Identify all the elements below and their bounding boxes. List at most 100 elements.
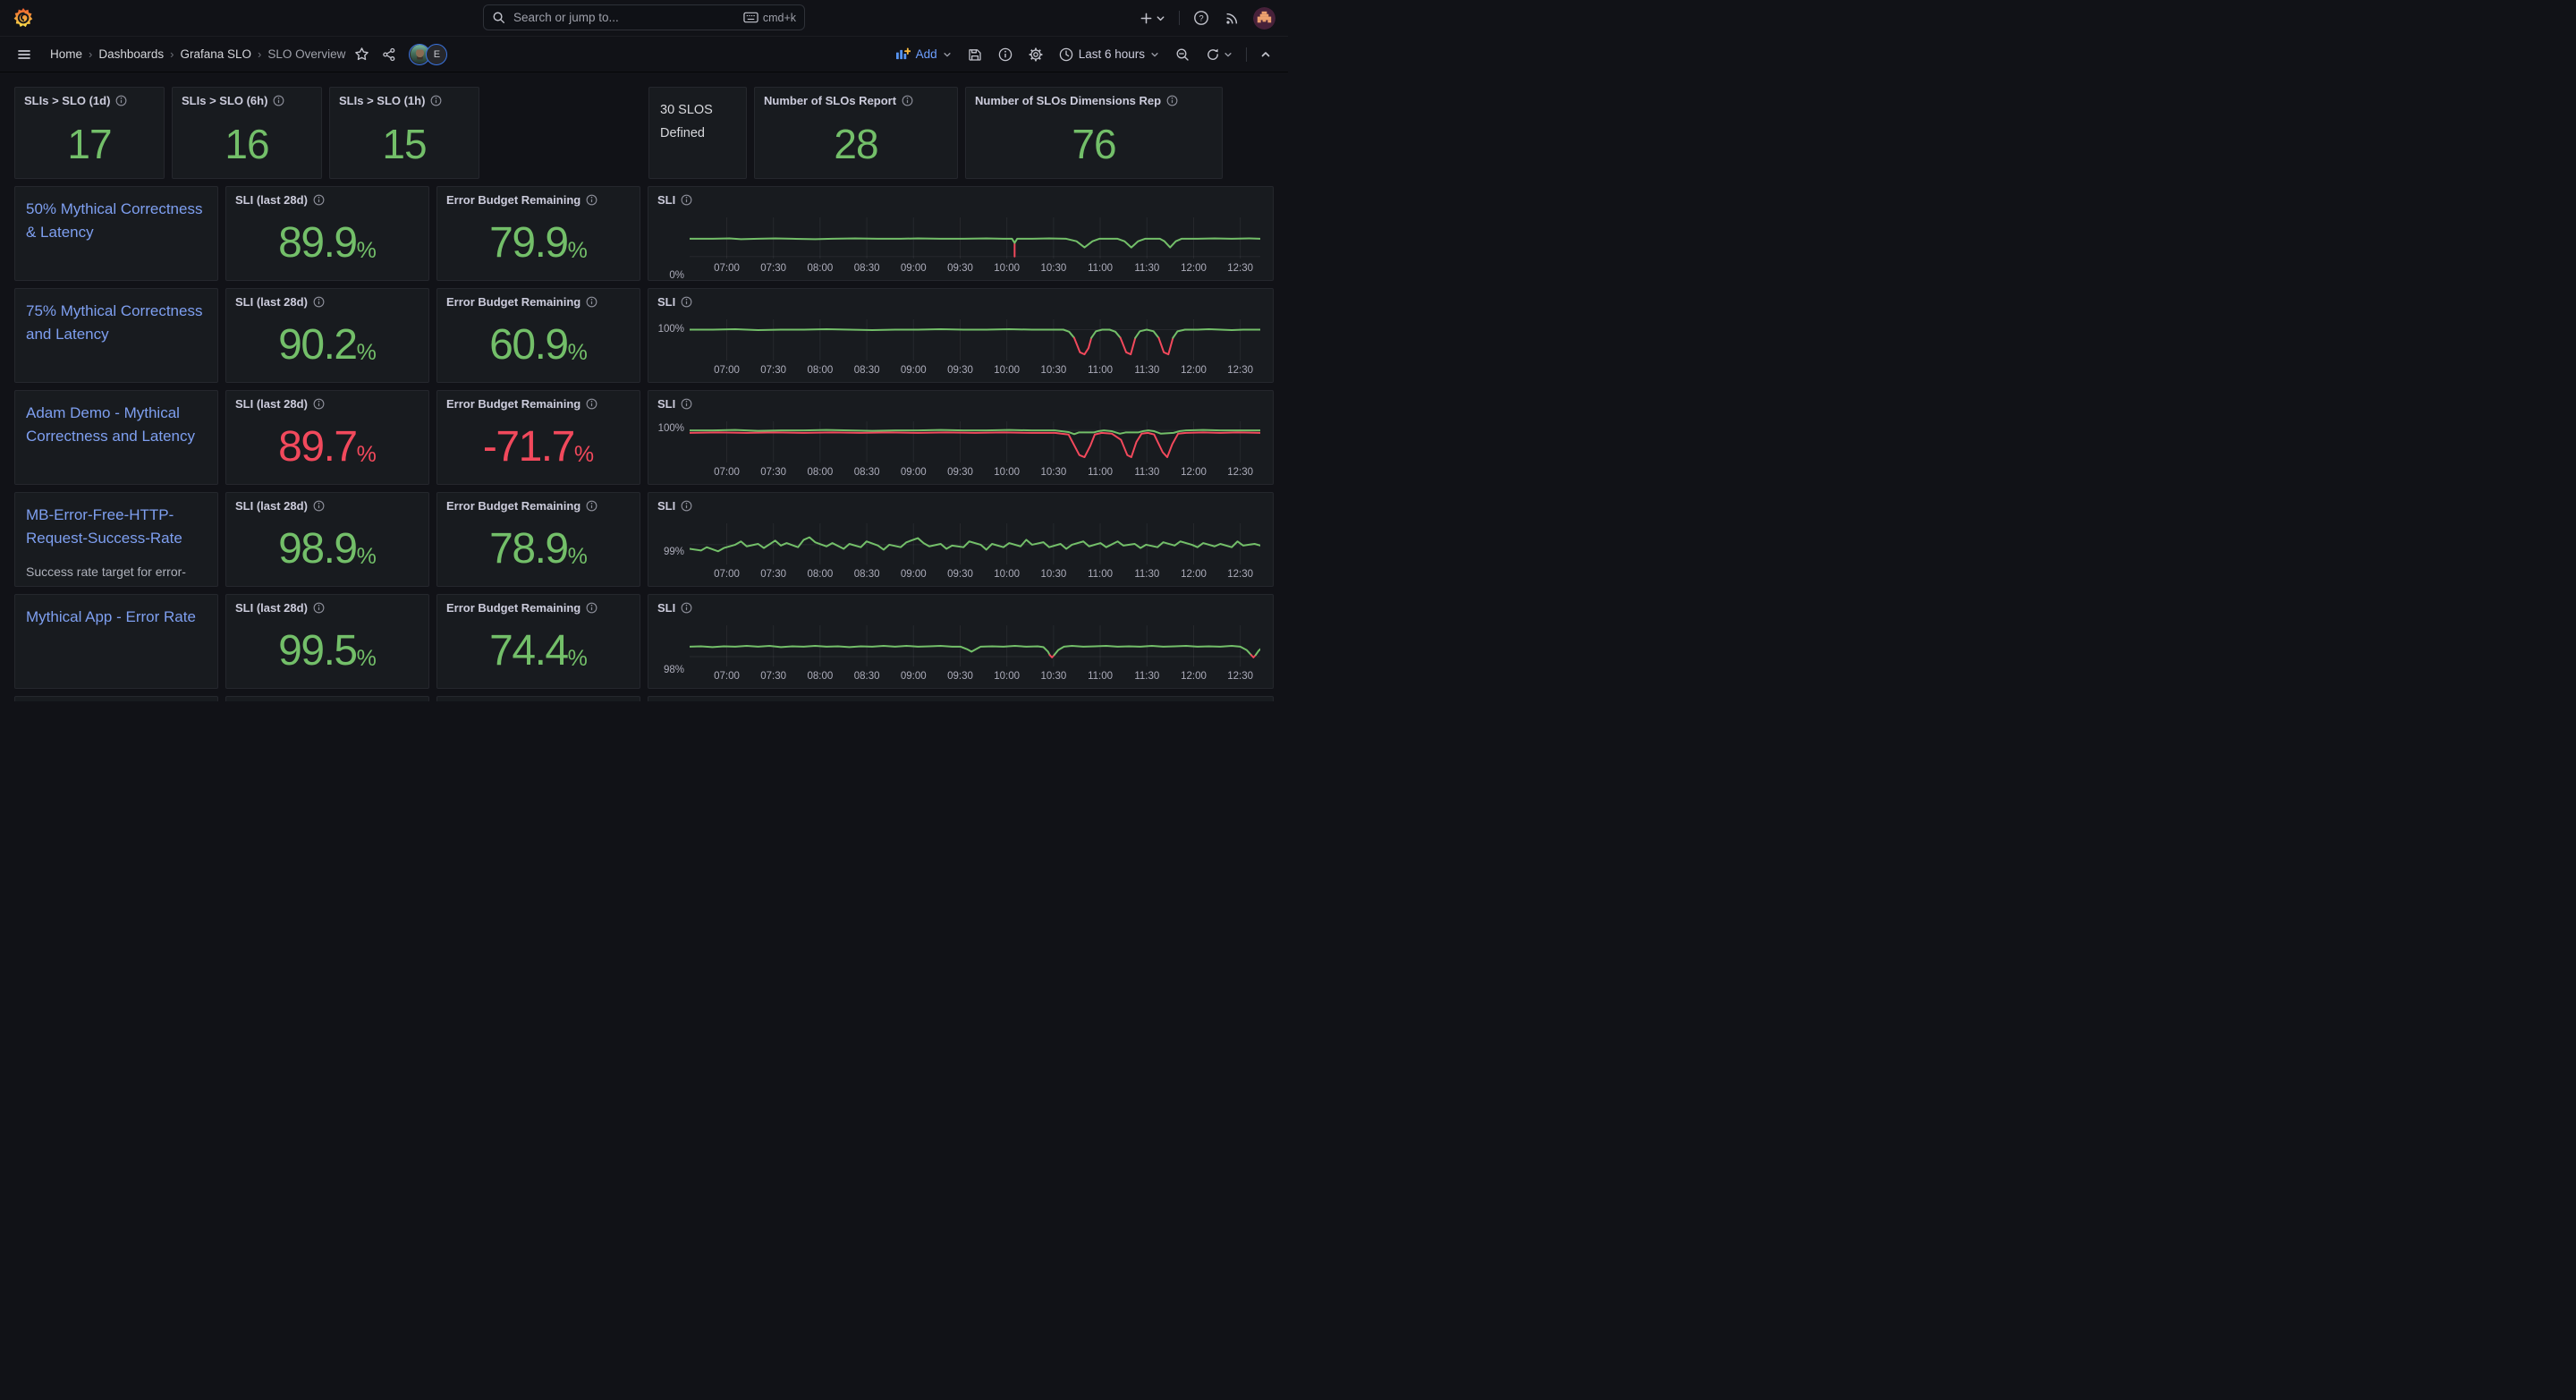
favorite-button[interactable] (351, 42, 373, 66)
panel-info-icon[interactable] (586, 398, 597, 410)
stat-panel: Number of SLOs Dimensions Rep 76 (965, 87, 1223, 179)
slo-title-link[interactable]: Mythical App - Error Rate (26, 608, 196, 625)
x-tick-label: 10:30 (1040, 467, 1067, 478)
panel-title: Error Budget Remaining (446, 193, 581, 207)
panel-title: SLI (657, 295, 676, 309)
panel-info-icon[interactable] (586, 194, 597, 206)
x-tick-label: 08:00 (807, 467, 834, 478)
panel-stub (436, 696, 640, 701)
x-tick-label: 12:30 (1227, 671, 1254, 682)
panel-info-icon[interactable] (681, 296, 692, 308)
panel-info-icon[interactable] (430, 95, 442, 106)
y-axis-label: 99% (663, 546, 684, 557)
x-tick-label: 10:00 (994, 569, 1021, 580)
dashboard-toolbar: Home › Dashboards › Grafana SLO › SLO Overview… (0, 37, 1288, 72)
panel-info-icon[interactable] (681, 602, 692, 614)
slo-title-link[interactable]: MB-Error-Free-HTTP-Request-Success-Rate (26, 506, 182, 547)
help-button[interactable]: ? (1191, 8, 1211, 28)
panel-info-icon[interactable] (586, 602, 597, 614)
x-tick-label: 08:00 (807, 569, 834, 580)
chart-body: 100% 07:00 07:30 08:00 08:30 09:00 09:30 10:00… (648, 312, 1273, 382)
breadcrumb: Home › Dashboards › Grafana SLO › SLO Overview (50, 47, 345, 61)
search-icon (492, 11, 505, 24)
help-icon: ? (1193, 10, 1209, 26)
x-tick-label: 12:00 (1181, 467, 1207, 478)
x-tick-label: 08:30 (853, 365, 880, 376)
breadcrumb-item[interactable]: Grafana SLO (180, 47, 252, 61)
user-avatar[interactable] (1253, 6, 1275, 30)
info-circle-icon (998, 47, 1013, 62)
news-button[interactable] (1223, 9, 1241, 28)
x-tick-label: 11:30 (1134, 569, 1160, 580)
x-tick-label: 11:30 (1134, 467, 1160, 478)
slo-title-link[interactable]: 75% Mythical Correctness and Latency (26, 302, 203, 343)
x-tick-label: 12:00 (1181, 671, 1207, 682)
sli-panel: SLI (last 28d) 89.9% (225, 186, 429, 281)
stat-value: 16 (225, 120, 269, 167)
error-budget-panel: Error Budget Remaining -71.7% (436, 390, 640, 485)
error-budget-value: 60.9% (489, 321, 588, 369)
dashboard-insights-button[interactable] (992, 43, 1019, 66)
panel-title: Error Budget Remaining (446, 397, 581, 411)
grafana-logo[interactable] (13, 7, 34, 29)
chart-plot-area[interactable] (690, 421, 1260, 462)
sli-panel: SLI (last 28d) 90.2% (225, 288, 429, 383)
chart-plot-area[interactable] (690, 217, 1260, 259)
divider (1179, 11, 1180, 25)
slo-title-link[interactable]: Adam Demo - Mythical Correctness and Lat… (26, 404, 195, 445)
panel-info-icon[interactable] (681, 194, 692, 206)
search-input[interactable] (512, 10, 737, 25)
panel-title: SLI (last 28d) (235, 193, 308, 207)
chevron-down-icon (1150, 50, 1159, 59)
panel-info-icon[interactable] (681, 398, 692, 410)
panel-info-icon[interactable] (273, 95, 284, 106)
collaborator-avatar-letter[interactable]: E (426, 43, 448, 65)
chart-plot-area[interactable] (690, 319, 1260, 361)
panel-info-icon[interactable] (313, 296, 325, 308)
panel-info-icon[interactable] (115, 95, 127, 106)
x-tick-label: 08:00 (807, 263, 834, 274)
chart-plot-area[interactable] (690, 523, 1260, 564)
add-panel-button[interactable]: Add (889, 43, 958, 65)
stat-panel: Number of SLOs Report 28 (754, 87, 958, 179)
panel-info-icon[interactable] (313, 194, 325, 206)
refresh-button[interactable] (1199, 43, 1239, 66)
x-tick-label: 07:00 (714, 365, 740, 376)
breadcrumb-item[interactable]: Dashboards (98, 47, 165, 61)
search-box[interactable]: cmd+k (483, 4, 805, 30)
panel-info-icon[interactable] (902, 95, 913, 106)
slo-row: Adam Demo - Mythical Correctness and Lat… (14, 390, 1274, 485)
chart-plot-area[interactable] (690, 625, 1260, 666)
breadcrumb-item[interactable]: Home (50, 47, 83, 61)
hamburger-icon (17, 47, 31, 62)
dashboard-settings-button[interactable] (1022, 43, 1049, 66)
panel-info-icon[interactable] (313, 602, 325, 614)
x-tick-label: 09:00 (900, 467, 927, 478)
panel-info-icon[interactable] (1166, 95, 1178, 106)
time-range-picker[interactable]: Last 6 hours (1053, 43, 1165, 66)
panel-info-icon[interactable] (586, 296, 597, 308)
share-button[interactable] (378, 43, 400, 66)
panel-info-icon[interactable] (681, 500, 692, 512)
new-menu-button[interactable] (1138, 10, 1167, 27)
slo-row: Mythical App - Error Rate SLI (last 28d)… (14, 594, 1274, 689)
sli-panel: SLI (last 28d) 99.5% (225, 594, 429, 689)
clock-icon (1059, 47, 1073, 62)
panel-info-icon[interactable] (313, 398, 325, 410)
x-tick-label: 11:00 (1088, 365, 1113, 376)
zoom-out-time-button[interactable] (1169, 43, 1196, 66)
x-tick-label: 10:30 (1040, 671, 1067, 682)
x-tick-label: 10:30 (1040, 365, 1067, 376)
x-tick-label: 12:30 (1227, 569, 1254, 580)
panel-info-icon[interactable] (586, 500, 597, 512)
slo-title-link[interactable]: 50% Mythical Correctness & Latency (26, 200, 203, 241)
panel-info-icon[interactable] (313, 500, 325, 512)
x-tick-label: 07:30 (760, 467, 787, 478)
x-tick-label: 09:30 (947, 569, 973, 580)
panel-title: Error Budget Remaining (446, 499, 581, 513)
mega-menu-toggle[interactable] (11, 43, 38, 66)
save-dashboard-button[interactable] (962, 43, 988, 66)
slo-title-panel: Adam Demo - Mythical Correctness and Lat… (14, 390, 218, 485)
sli-value: 90.2% (278, 321, 377, 369)
collapse-toolbar-button[interactable] (1254, 45, 1277, 64)
